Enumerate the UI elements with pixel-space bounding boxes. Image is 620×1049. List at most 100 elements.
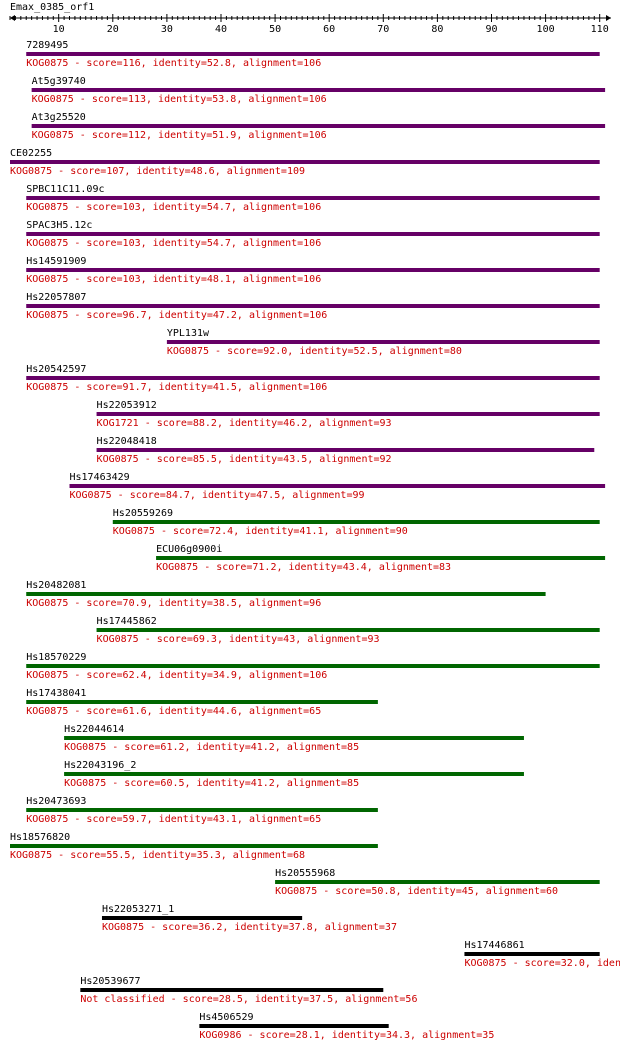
hit-row: At5g39740 KOG0875 - score=113, identity=5… [31,76,606,105]
hit-bar [31,88,606,92]
hit-description: KOG0875 - score=85.5, identity=43.5, ali… [97,454,392,465]
hit-name: 7289495 [26,40,68,51]
hit-row: YPL131w KOG0875 - score=92.0, identity=52… [166,328,600,357]
hit-name: Hs14591909 [26,256,86,267]
hit-name: At5g39740 [32,76,86,87]
hit-name: Hs17463429 [70,472,130,483]
hit-description: KOG0875 - score=59.7, identity=43.1, ali… [26,814,321,825]
hit-description: KOG0875 - score=92.0, identity=52.5, ali… [167,346,462,357]
hit-bar [26,592,546,596]
hit-description: KOG0875 - score=71.2, identity=43.4, ali… [156,562,451,573]
hit-name: Hs22043196_2 [64,760,136,771]
hit-list: 7289495 KOG0875 - score=116, identity=52.… [10,40,620,1041]
hit-bar [96,628,600,632]
hit-description: KOG0875 - score=61.6, identity=44.6, ali… [26,706,321,717]
hit-row: Hs22053271_1 KOG0875 - score=36.2, identi… [101,904,397,933]
hit-row: Hs17438041 KOG0875 - score=61.6, identity… [26,688,378,717]
hit-name: SPAC3H5.12c [26,220,92,231]
hit-row: Hs18576820 KOG0875 - score=55.5, identity… [10,832,378,861]
hit-row: Hs18570229 KOG0875 - score=62.4, identity… [26,652,600,681]
hit-row: Hs17445862 KOG0875 - score=69.3, identity… [96,616,600,645]
hit-name: Hs22057807 [26,292,86,303]
hit-bar [96,412,600,416]
hit-row: Hs22044614 KOG0875 - score=61.2, identity… [64,724,524,753]
hit-description: KOG1721 - score=88.2, identity=46.2, ali… [97,418,392,429]
hit-description: KOG0875 - score=113, identity=53.8, alig… [32,94,327,105]
hit-description: KOG0875 - score=116, identity=52.8, alig… [26,58,321,69]
hit-bar [26,376,600,380]
hit-bar [101,916,303,920]
axis-tick-label: 80 [431,24,443,35]
hit-description: KOG0875 - score=50.8, identity=45, align… [275,886,558,897]
hit-bar [26,52,600,56]
axis-tick-label: 20 [107,24,119,35]
hit-bar [10,844,378,848]
hit-description: KOG0875 - score=60.5, identity=41.2, ali… [64,778,359,789]
hit-bar [69,484,606,488]
hit-row: ECU06g0900i KOG0875 - score=71.2, identit… [156,544,606,573]
hit-row: 7289495 KOG0875 - score=116, identity=52.… [26,40,600,69]
hit-name: Hs20559269 [113,508,173,519]
hit-description: KOG0875 - score=91.7, identity=41.5, ali… [26,382,327,393]
hit-row: Hs20555968 KOG0875 - score=50.8, identity… [275,868,600,897]
hit-description: KOG0875 - score=103, identity=48.1, alig… [26,274,321,285]
axis-tick-label: 100 [537,24,555,35]
hit-row: At3g25520 KOG0875 - score=112, identity=5… [31,112,606,141]
hit-description: KOG0875 - score=103, identity=54.7, alig… [26,238,321,249]
hit-bar [26,304,600,308]
hit-name: CE02255 [10,148,52,159]
hit-row: CE02255 KOG0875 - score=107, identity=48.… [10,148,600,177]
hit-row: Hs4506529 KOG0986 - score=28.1, identity=… [199,1012,494,1041]
hit-bar [166,340,600,344]
hit-row: Hs22053912 KOG1721 - score=88.2, identity… [96,400,600,429]
axis-tick-label: 50 [269,24,281,35]
hit-row: Hs22048418 KOG0875 - score=85.5, identity… [96,436,595,465]
hit-row: Hs20539677 Not classified - score=28.5, i… [80,976,417,1005]
hit-description: KOG0875 - score=72.4, identity=41.1, ali… [113,526,408,537]
hit-bar [464,952,600,956]
hit-name: Hs4506529 [199,1012,253,1023]
hit-description: KOG0875 - score=36.2, identity=37.8, ali… [102,922,397,933]
hit-name: Hs20473693 [26,796,86,807]
hit-bar [26,196,600,200]
axis-tick-label: 70 [377,24,389,35]
hit-name: Hs22048418 [97,436,157,447]
hit-bar [26,700,378,704]
hit-bar [156,556,606,560]
hit-description: KOG0875 - score=55.5, identity=35.3, ali… [10,850,305,861]
hit-bar [26,664,600,668]
hit-bar [26,232,600,236]
hit-name: YPL131w [167,328,210,339]
axis-arrow-right [606,15,611,21]
hit-description: KOG0875 - score=70.9, identity=38.5, ali… [26,598,321,609]
hit-description: KOG0875 - score=107, identity=48.6, alig… [10,166,305,177]
hit-name: Hs20555968 [275,868,335,879]
hit-name: Hs20542597 [26,364,86,375]
hit-name: At3g25520 [32,112,86,123]
hit-name: Hs18576820 [10,832,70,843]
hit-name: ECU06g0900i [156,544,222,555]
diagram-title: Emax_0385_orf1 [10,2,94,13]
hit-description: KOG0875 - score=112, identity=51.9, alig… [32,130,327,141]
hit-name: SPBC11C11.09c [26,184,104,195]
hit-row: Hs20542597 KOG0875 - score=91.7, identity… [26,364,600,393]
hit-bar [112,520,600,524]
hit-description: KOG0875 - score=96.7, identity=47.2, ali… [26,310,327,321]
hit-description: KOG0875 - score=61.2, identity=41.2, ali… [64,742,359,753]
hit-description: KOG0875 - score=32.0, identity=53.1, ali… [464,958,620,969]
hit-row: Hs17446861 KOG0875 - score=32.0, identity… [464,940,620,969]
hit-bar [64,772,524,776]
hit-row: Hs20559269 KOG0875 - score=72.4, identity… [112,508,600,537]
hit-bar [199,1024,389,1028]
hit-name: Hs20482081 [26,580,86,591]
hit-name: Hs18570229 [26,652,86,663]
hit-description: KOG0875 - score=103, identity=54.7, alig… [26,202,321,213]
hit-description: KOG0875 - score=69.3, identity=43, align… [97,634,380,645]
axis-tick-label: 30 [161,24,173,35]
hit-bar [80,988,384,992]
hit-name: Hs22053271_1 [102,904,174,915]
axis-tick-label: 60 [323,24,335,35]
hit-bar [96,448,595,452]
hit-name: Hs17438041 [26,688,86,699]
